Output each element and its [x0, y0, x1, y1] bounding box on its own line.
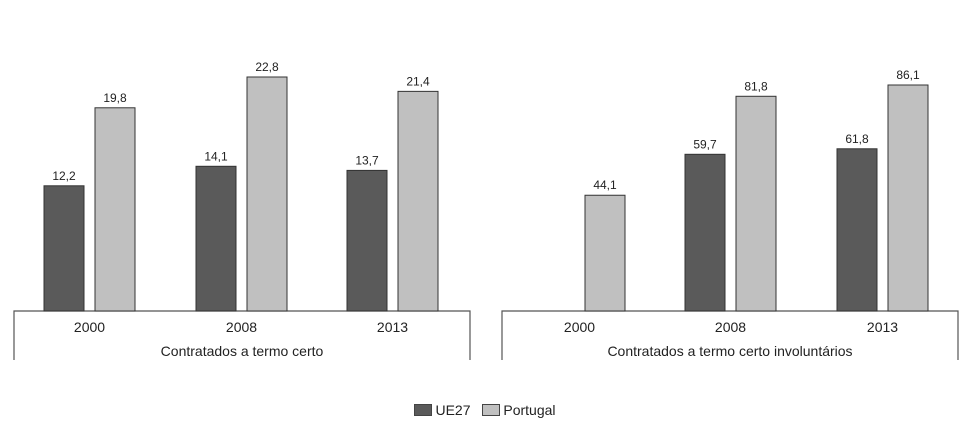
bar-ue27-2008	[195, 165, 237, 312]
bar-portugal-2008	[735, 95, 777, 312]
data-label: 59,7	[693, 137, 717, 151]
chart-title: Contratados a termo certo involuntários	[607, 343, 852, 359]
bar-portugal-2000	[94, 107, 136, 312]
data-label: 86,1	[896, 68, 920, 82]
bar-ue27-2013	[346, 169, 388, 312]
legend-item-ue27: UE27	[414, 402, 470, 418]
data-label: 21,4	[406, 74, 430, 88]
bar-portugal-2000	[584, 194, 626, 312]
bar-ue27-2008	[684, 153, 726, 312]
chart-title: Contratados a termo certo	[161, 343, 324, 359]
bar-ue27-2013	[836, 148, 878, 312]
x-tick-label: 2013	[867, 319, 898, 335]
x-axis-frame	[501, 310, 959, 360]
data-label: 81,8	[744, 79, 768, 93]
legend-label: Portugal	[503, 402, 556, 418]
data-label: 19,8	[103, 91, 127, 105]
data-label: 22,8	[255, 60, 279, 74]
bar-portugal-2013	[887, 84, 929, 312]
x-tick-label: 2013	[377, 319, 408, 335]
legend: UE27 Portugal	[0, 402, 970, 419]
bar-portugal-2008	[246, 76, 288, 312]
data-label: 12,2	[52, 169, 76, 183]
x-tick-label: 2008	[715, 319, 746, 335]
legend-label: UE27	[435, 402, 471, 418]
legend-swatch-ue27	[414, 404, 433, 416]
data-label: 44,1	[593, 178, 617, 192]
data-label: 13,7	[355, 153, 379, 167]
legend-item-portugal: Portugal	[482, 402, 556, 418]
x-axis-frame	[13, 310, 471, 360]
bar-ue27-2000	[43, 185, 85, 312]
x-tick-label: 2008	[226, 319, 257, 335]
data-label: 14,1	[204, 149, 228, 163]
x-tick-label: 2000	[564, 319, 595, 335]
data-label: 61,8	[845, 132, 869, 146]
bar-portugal-2013	[397, 90, 439, 312]
legend-swatch-portugal	[482, 404, 501, 416]
x-tick-label: 2000	[74, 319, 105, 335]
